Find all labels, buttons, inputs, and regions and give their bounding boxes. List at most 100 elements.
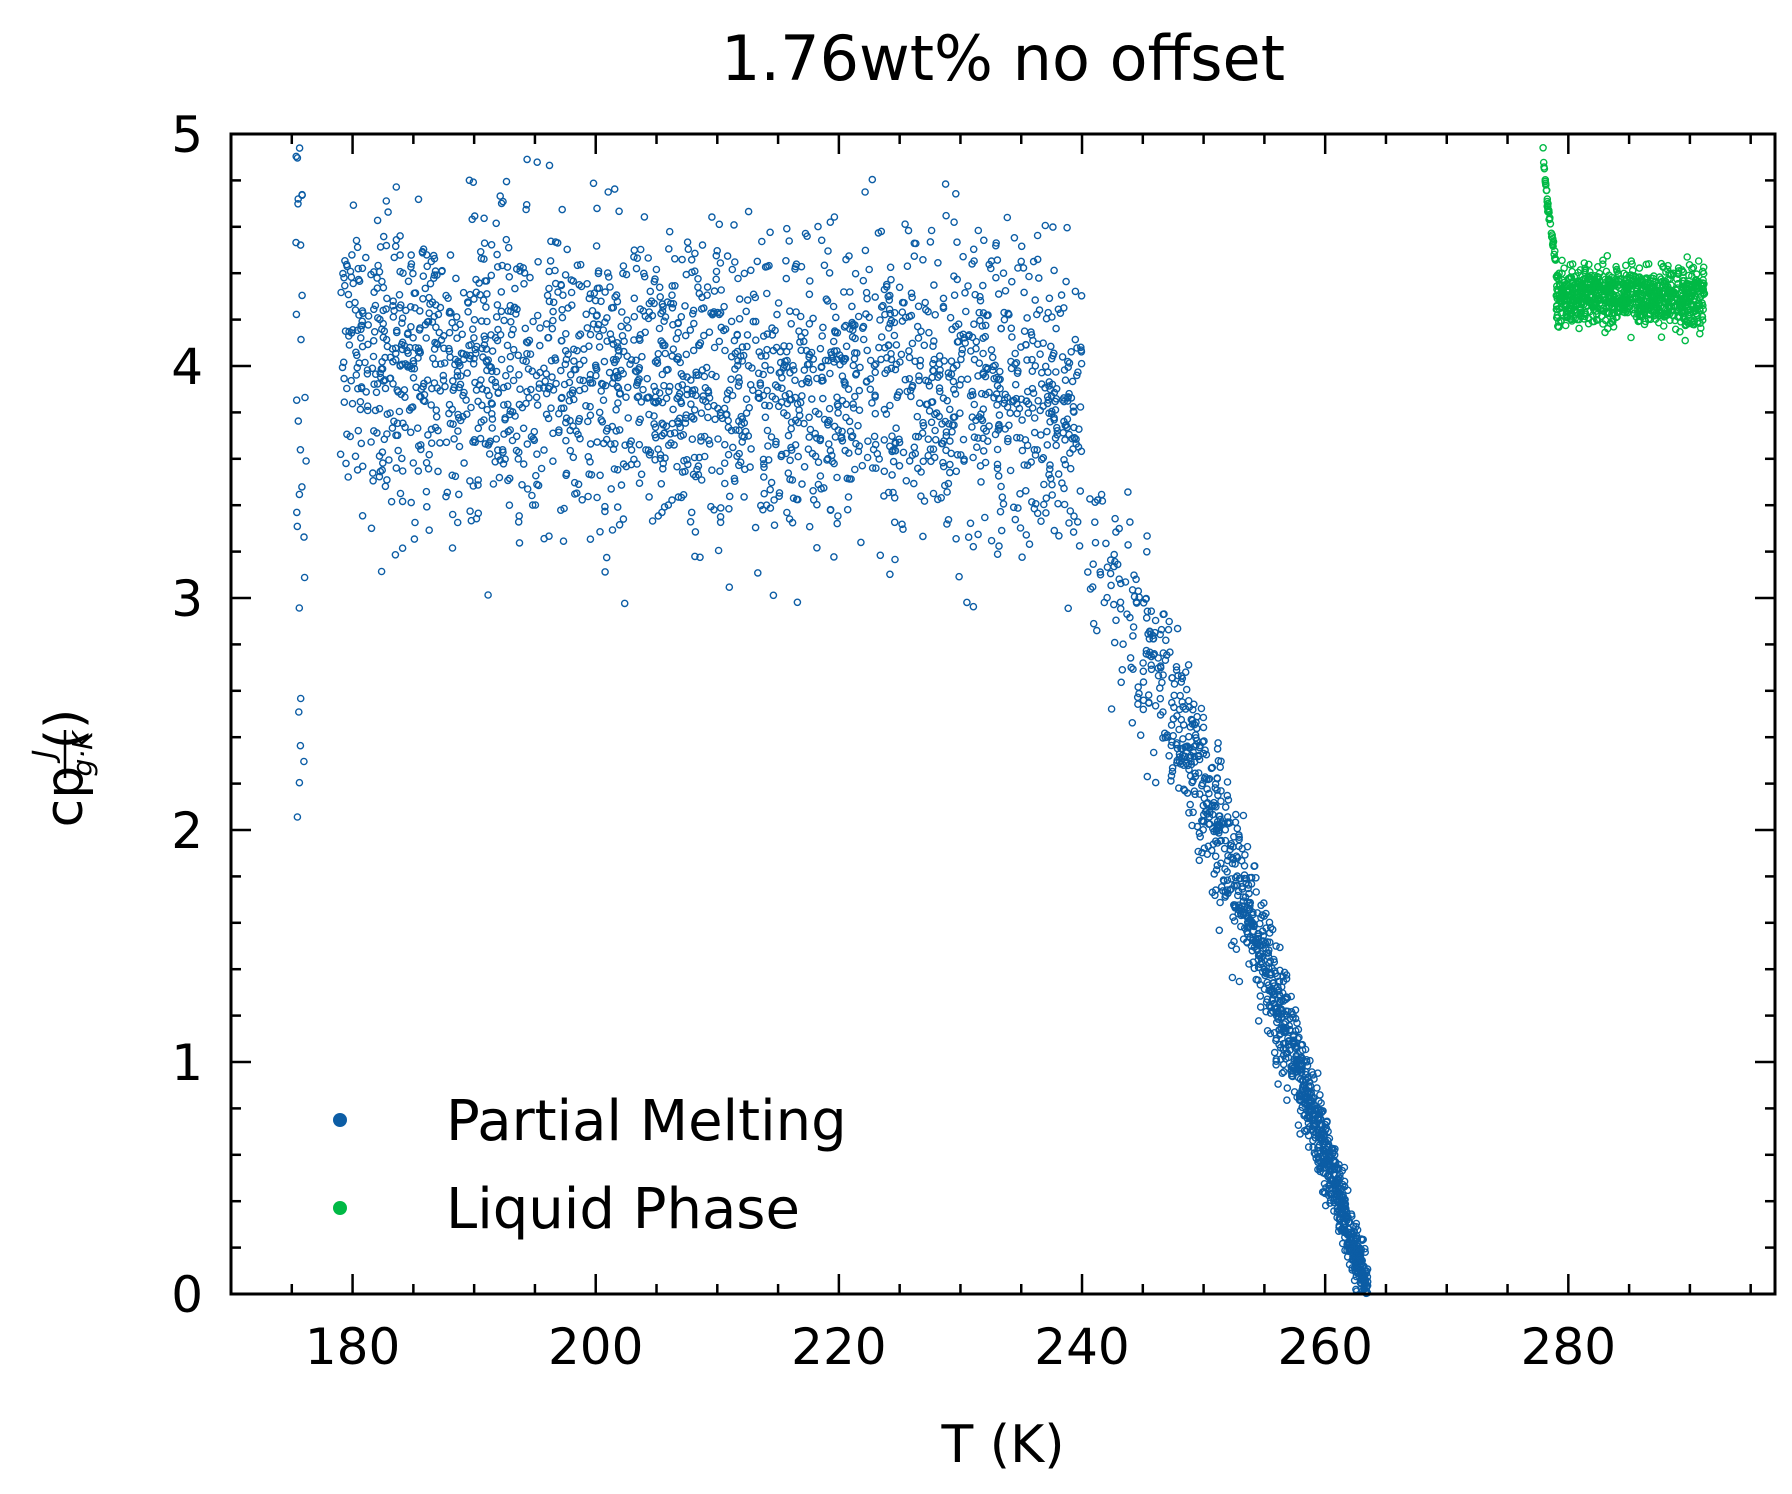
partial-melting-point — [529, 317, 537, 326]
partial-melting-point — [871, 393, 879, 401]
partial-melting-point — [1110, 600, 1118, 609]
partial-melting-point — [716, 259, 725, 267]
liquid-phase-point — [1555, 290, 1564, 299]
partial-melting-point — [1126, 613, 1134, 622]
partial-melting-point — [788, 476, 797, 484]
partial-melting-point — [1145, 635, 1154, 643]
partial-melting-point — [993, 256, 1002, 264]
partial-melting-point — [557, 366, 565, 375]
partial-melting-point — [522, 200, 531, 209]
liquid-phase-point — [1668, 298, 1677, 307]
partial-melting-point — [503, 400, 512, 409]
partial-melting-point — [586, 379, 595, 387]
partial-melting-point — [445, 347, 454, 356]
liquid-phase-point — [1558, 256, 1566, 265]
partial-melting-point — [1238, 844, 1246, 853]
partial-melting-point — [1279, 1039, 1288, 1048]
partial-melting-point — [826, 446, 835, 455]
partial-melting-point — [427, 401, 436, 409]
partial-melting-point — [485, 450, 494, 458]
partial-melting-point — [1301, 1110, 1309, 1119]
partial-melting-point — [791, 393, 800, 402]
partial-melting-point — [1052, 441, 1060, 450]
partial-melting-point — [409, 459, 418, 467]
partial-melting-point — [970, 257, 978, 265]
partial-melting-point — [620, 599, 629, 608]
partial-melting-point — [487, 363, 495, 372]
liquid-phase-point — [1587, 271, 1595, 280]
partial-melting-point — [931, 410, 939, 419]
partial-melting-point — [630, 253, 638, 261]
partial-melting-point — [1254, 1017, 1263, 1025]
partial-melting-point — [731, 477, 739, 486]
liquid-phase-point — [1586, 307, 1594, 316]
partial-melting-point — [880, 285, 889, 294]
partial-melting-point — [651, 357, 660, 366]
partial-melting-point — [1028, 367, 1037, 376]
partial-melting-point — [358, 317, 367, 326]
partial-melting-point — [920, 497, 929, 505]
partial-melting-point — [1030, 414, 1039, 422]
partial-melting-point — [975, 359, 984, 368]
partial-melting-point — [902, 476, 911, 485]
partial-melting-point — [977, 478, 985, 486]
partial-melting-point — [547, 404, 555, 413]
partial-melting-point — [966, 391, 975, 400]
partial-melting-point — [512, 446, 521, 455]
partial-melting-point — [376, 369, 385, 378]
partial-melting-point — [521, 324, 530, 333]
partial-melting-point — [1032, 499, 1040, 508]
partial-melting-point — [392, 183, 401, 191]
partial-melting-point — [500, 316, 508, 325]
liquid-phase-point — [1562, 310, 1570, 319]
partial-melting-point — [571, 490, 579, 498]
partial-melting-point — [1028, 498, 1036, 506]
partial-melting-point — [951, 390, 960, 398]
partial-melting-point — [633, 393, 642, 402]
partial-melting-point — [805, 433, 814, 441]
partial-melting-point — [1244, 906, 1253, 914]
partial-melting-point — [439, 331, 448, 340]
partial-melting-point — [1217, 797, 1225, 806]
partial-melting-point — [992, 273, 1000, 282]
partial-melting-point — [905, 312, 914, 321]
partial-melting-point — [418, 247, 427, 256]
liquid-phase-point — [1683, 292, 1691, 301]
partial-melting-point — [1290, 1038, 1298, 1046]
partial-melting-point — [474, 424, 483, 433]
partial-melting-point — [1228, 973, 1237, 982]
partial-melting-point — [561, 360, 570, 369]
partial-melting-point — [976, 296, 985, 305]
partial-melting-point — [1223, 868, 1231, 876]
liquid-phase-point — [1681, 336, 1689, 345]
partial-melting-point — [826, 218, 835, 226]
partial-melting-point — [419, 294, 427, 303]
partial-melting-point — [727, 352, 736, 361]
partial-melting-point — [370, 288, 378, 297]
partial-melting-point — [295, 490, 304, 499]
partial-melting-point — [1228, 859, 1237, 868]
partial-melting-point — [1126, 654, 1135, 662]
partial-melting-point — [606, 330, 615, 338]
partial-melting-point — [716, 408, 725, 417]
partial-melting-point — [1076, 487, 1085, 495]
partial-melting-point — [981, 372, 990, 381]
partial-melting-point — [1173, 624, 1182, 633]
partial-melting-point — [1065, 389, 1073, 398]
partial-melting-point — [1060, 455, 1068, 464]
partial-melting-point — [491, 457, 500, 466]
liquid-phase-point — [1657, 333, 1666, 342]
partial-melting-point — [1277, 1005, 1285, 1013]
partial-melting-point — [1189, 776, 1197, 785]
partial-melting-point — [398, 544, 407, 553]
partial-melting-point — [1044, 308, 1052, 317]
partial-melting-point — [588, 306, 597, 315]
partial-melting-point — [597, 387, 606, 395]
partial-melting-point — [1330, 1207, 1338, 1215]
partial-melting-point — [919, 255, 927, 264]
partial-melting-point — [1063, 397, 1072, 405]
partial-melting-point — [731, 258, 739, 266]
partial-melting-point — [1282, 975, 1291, 983]
partial-melting-point — [1244, 881, 1253, 889]
partial-melting-point — [758, 237, 766, 246]
